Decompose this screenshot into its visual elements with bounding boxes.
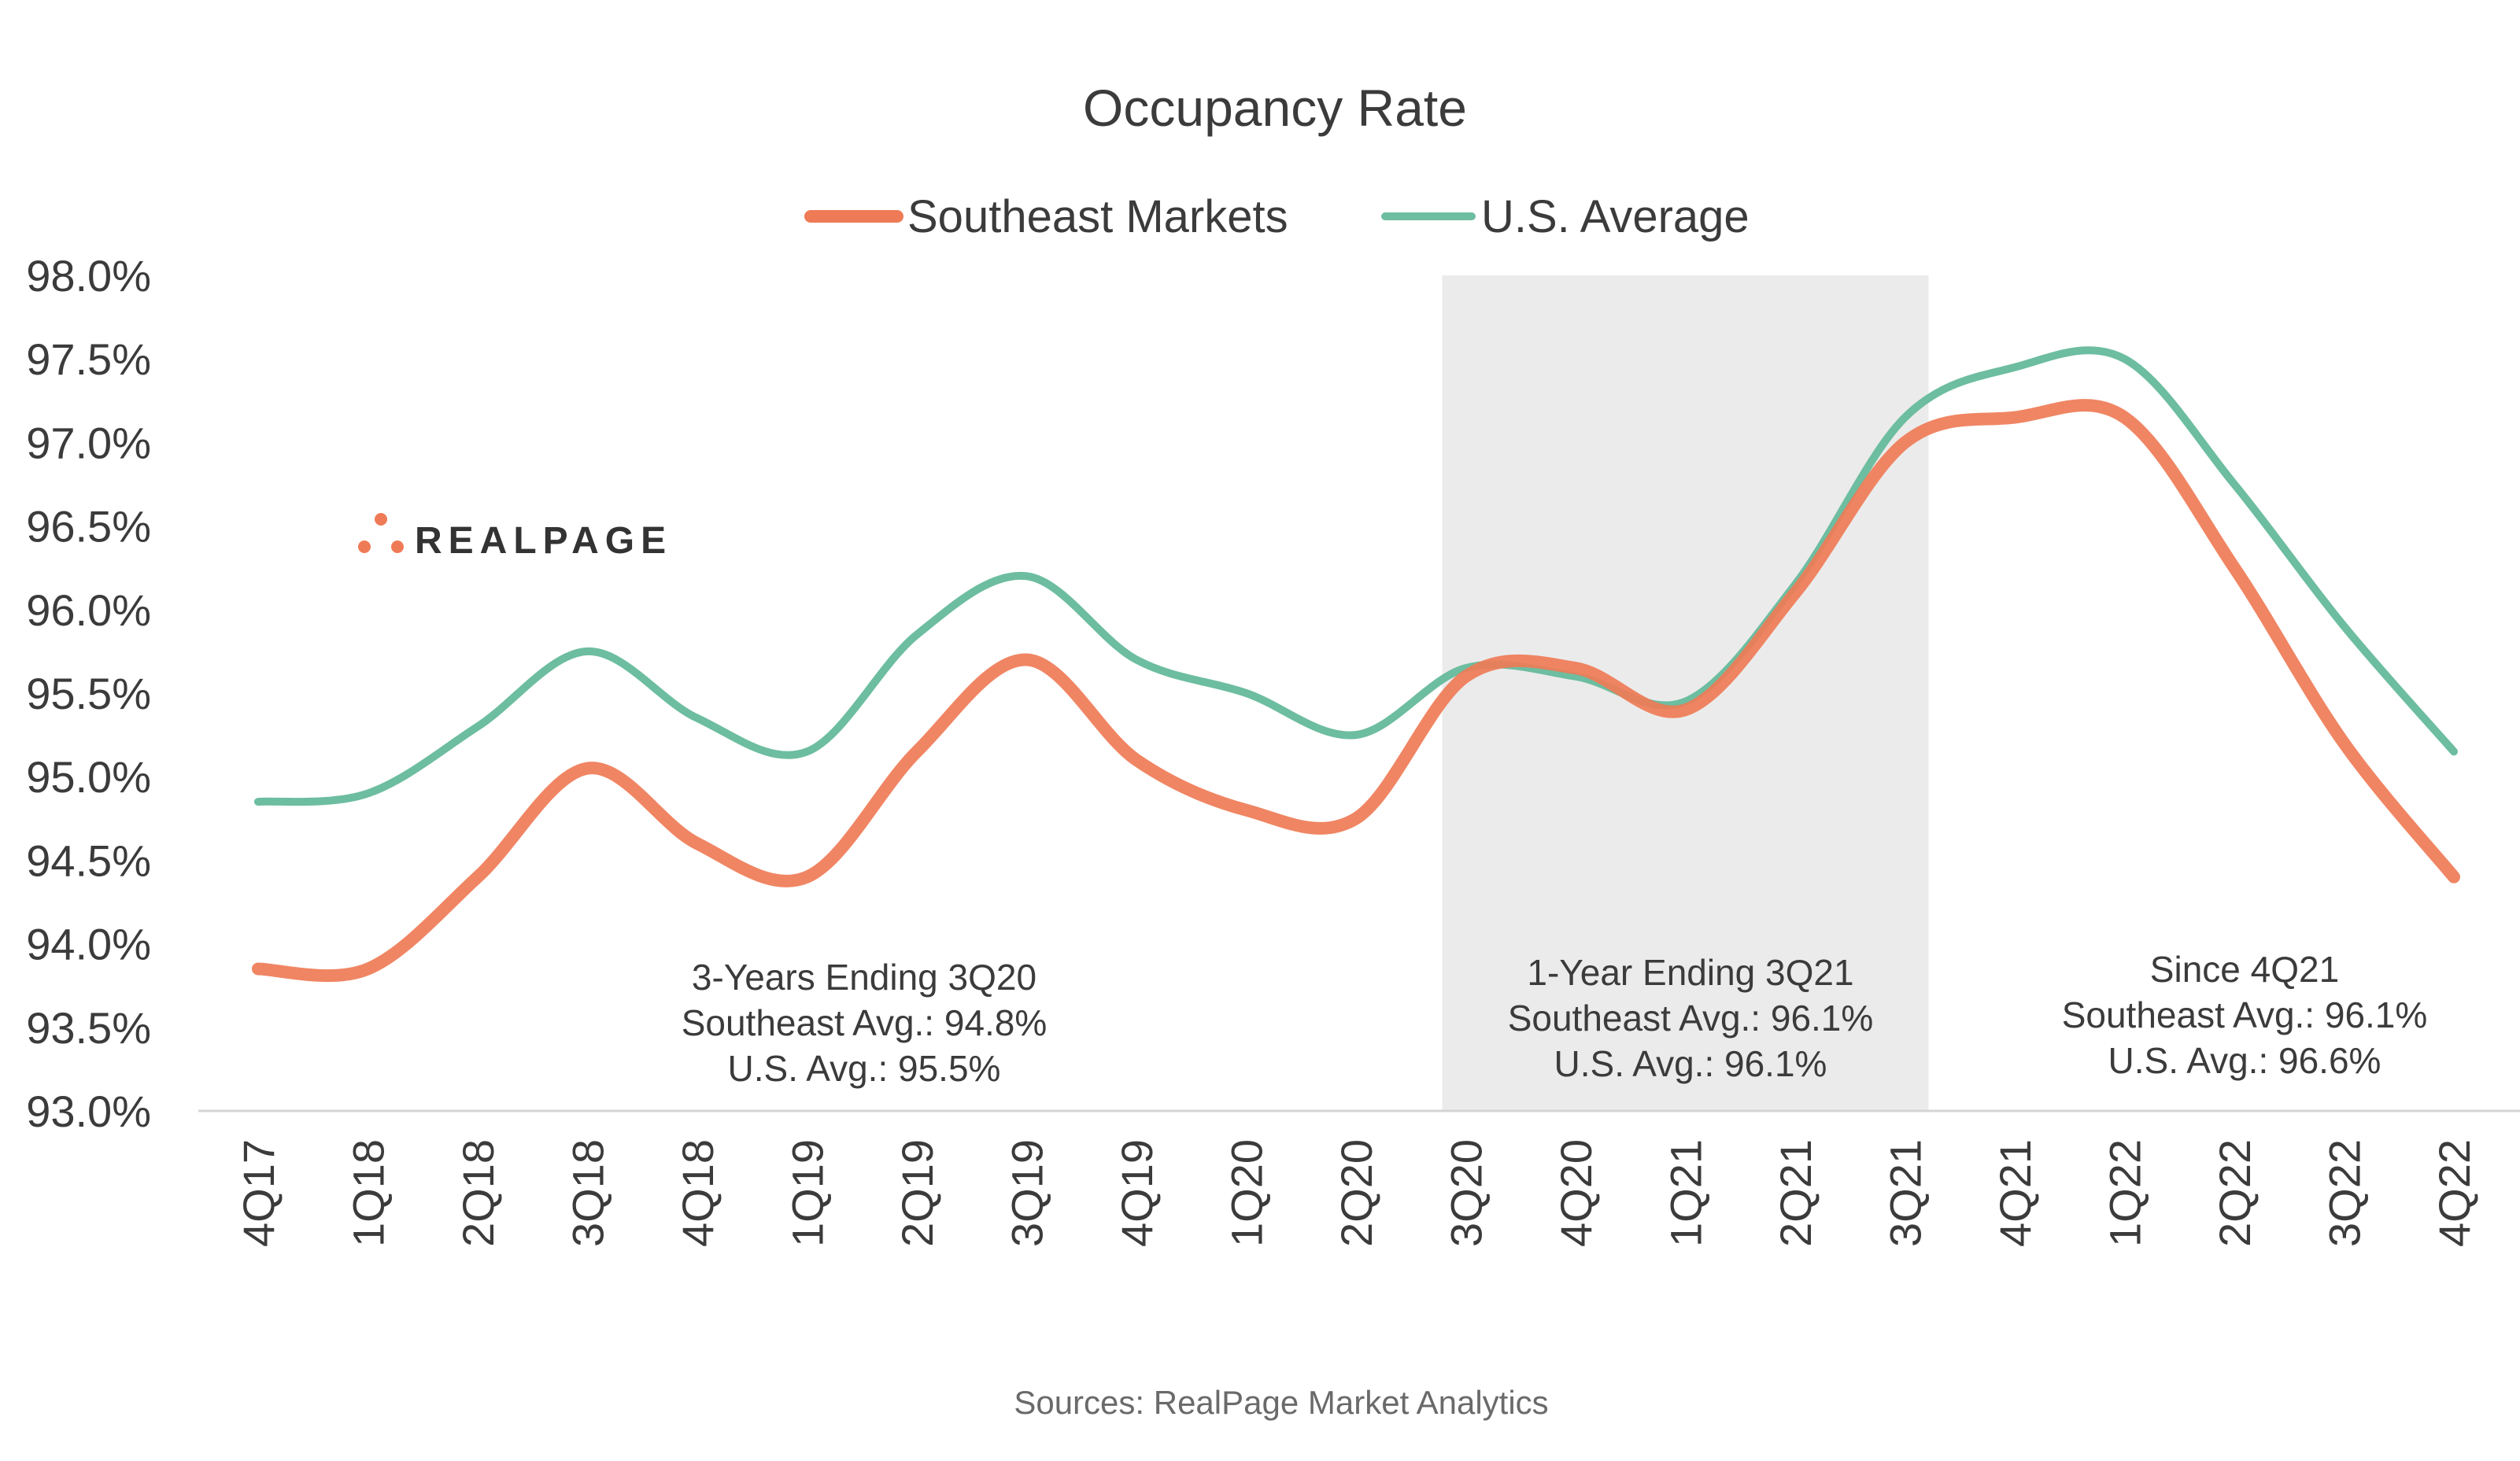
annotation-line: 3-Years Ending 3Q20 xyxy=(692,957,1036,998)
legend-label-southeast: Southeast Markets xyxy=(907,191,1288,242)
x-tick-label: 4Q21 xyxy=(1990,1139,2040,1247)
logo-dot-left xyxy=(358,540,371,553)
chart-title: Occupancy Rate xyxy=(1083,79,1467,137)
legend: Southeast Markets U.S. Average xyxy=(804,191,1750,242)
annotation-block: 1-Year Ending 3Q21 Southeast Avg.: 96.1%U… xyxy=(1508,952,1874,1084)
logo-dot-right xyxy=(391,540,404,553)
x-tick-label: 1Q21 xyxy=(1661,1139,1711,1247)
y-tick-label: 94.0% xyxy=(26,920,151,969)
annotation-line: U.S. Avg.: 96.6% xyxy=(2108,1040,2381,1081)
series-line-us-average xyxy=(254,346,2458,806)
x-tick-label: 1Q18 xyxy=(344,1139,394,1247)
x-tick-label: 1Q20 xyxy=(1222,1139,1272,1247)
annotation-line: Since 4Q21 xyxy=(2150,949,2339,990)
y-tick-label: 98.0% xyxy=(26,251,151,301)
x-tick-label: 2Q22 xyxy=(2210,1139,2260,1247)
x-tick-label: 1Q22 xyxy=(2101,1139,2150,1247)
x-tick-label: 4Q18 xyxy=(673,1139,722,1247)
x-tick-label: 3Q20 xyxy=(1442,1139,1491,1247)
highlight-band xyxy=(1442,275,1929,1111)
y-tick-label: 96.5% xyxy=(26,502,151,552)
y-tick-label: 97.0% xyxy=(26,418,151,467)
x-tick-label: 1Q19 xyxy=(783,1139,833,1247)
y-tick-label: 93.0% xyxy=(26,1087,151,1136)
x-tick-label: 2Q20 xyxy=(1332,1139,1381,1247)
logo-text: REALPAGE xyxy=(415,520,672,562)
y-tick-label: 97.5% xyxy=(26,334,151,384)
x-tick-label: 3Q22 xyxy=(2320,1139,2370,1247)
x-axis: 4Q17 1Q18 2Q18 3Q18 4Q18 1Q19 2Q19 3Q19 4Q19 1Q20… xyxy=(234,1139,2479,1247)
x-tick-label: 3Q18 xyxy=(563,1139,613,1247)
y-axis: 93.0% 93.5% 94.0% 94.5% 95.0% 95.5% 96.0% 96.5%… xyxy=(26,251,151,1136)
annotation-line: Southeast Avg.: 94.8% xyxy=(682,1002,1048,1043)
y-tick-label: 95.5% xyxy=(26,669,151,718)
x-tick-label: 2Q19 xyxy=(892,1139,942,1247)
legend-label-us-average: U.S. Average xyxy=(1481,191,1750,242)
annotation-line: 1-Year Ending 3Q21 xyxy=(1527,952,1853,993)
x-tick-label: 2Q21 xyxy=(1771,1139,1820,1247)
source-note: Sources: RealPage Market Analytics xyxy=(1014,1384,1548,1421)
annotation-line: Southeast Avg.: 96.1% xyxy=(2062,994,2428,1035)
logo-dot-top xyxy=(375,513,387,526)
annotation-line: Southeast Avg.: 96.1% xyxy=(1508,998,1874,1039)
annotation-line: U.S. Avg.: 96.1% xyxy=(1554,1043,1827,1084)
y-tick-label: 95.0% xyxy=(26,752,151,802)
x-tick-label: 3Q19 xyxy=(1003,1139,1052,1247)
x-tick-label: 4Q19 xyxy=(1112,1139,1162,1247)
x-tick-label: 4Q22 xyxy=(2429,1139,2479,1247)
y-tick-label: 93.5% xyxy=(26,1003,151,1053)
y-tick-label: 96.0% xyxy=(26,585,151,635)
x-tick-label: 3Q21 xyxy=(1881,1139,1931,1247)
y-tick-label: 94.5% xyxy=(26,836,151,885)
realpage-logo: REALPAGE xyxy=(358,513,672,562)
x-tick-label: 4Q20 xyxy=(1551,1139,1601,1247)
annotation-line: U.S. Avg.: 95.5% xyxy=(728,1048,1001,1089)
x-tick-label: 4Q17 xyxy=(234,1139,283,1247)
x-tick-label: 2Q18 xyxy=(453,1139,503,1247)
series-line-southeast xyxy=(252,399,2460,983)
